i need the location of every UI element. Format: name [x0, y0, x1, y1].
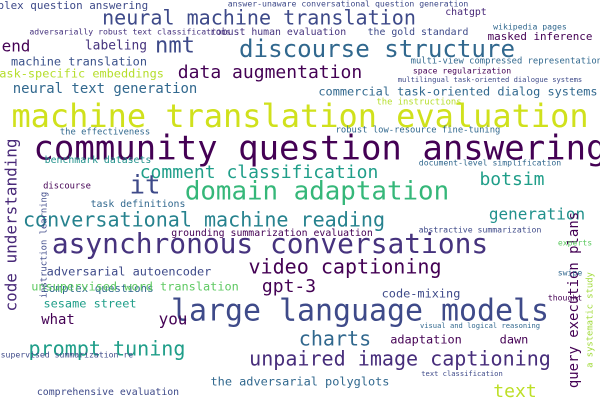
- word: machine translation evaluation: [11, 97, 588, 135]
- word: generation: [489, 205, 585, 224]
- word: multi-view compressed representations: [411, 57, 600, 67]
- word: gpt-3: [262, 276, 316, 297]
- word: code understanding: [2, 138, 21, 311]
- word: query execution plans: [566, 212, 582, 388]
- word: conversational machine reading: [23, 208, 385, 232]
- word: adversarially robust text classification…: [29, 27, 230, 37]
- word: instruction learning: [40, 192, 50, 298]
- word: comprehensive evaluation: [37, 387, 179, 398]
- word: code-mixing: [382, 287, 461, 301]
- word: commercial task-oriented dialog systems: [318, 85, 597, 99]
- word: botsim: [479, 169, 544, 190]
- word: what: [41, 312, 75, 328]
- word: chatgpt: [445, 7, 487, 18]
- word: robust human evaluation: [210, 27, 346, 38]
- word: asynchronous conversations: [52, 227, 488, 260]
- word: robust low-resource fine-tuning: [336, 126, 501, 136]
- word: comment classification: [140, 162, 379, 183]
- word: prompt tuning: [29, 337, 186, 361]
- word: adversarial autoencoder: [47, 265, 212, 279]
- word: sesame street: [43, 297, 136, 311]
- word: discourse structure: [239, 35, 515, 63]
- word: complex questions: [42, 282, 153, 295]
- word: machine translation: [11, 55, 147, 69]
- word: unsupervised summarization re: [0, 350, 133, 360]
- word: end: [2, 37, 31, 56]
- word: neural machine translation: [102, 6, 416, 30]
- word: document-level simplification: [419, 158, 561, 168]
- word: charts: [299, 327, 371, 351]
- word: benchmark datasets: [45, 155, 152, 166]
- word: abstractive summarization: [419, 225, 542, 235]
- word: neural text generation: [13, 81, 198, 97]
- word: discourse: [43, 182, 91, 192]
- word: swipe: [558, 268, 583, 278]
- word: masked inference: [488, 30, 593, 43]
- word: text: [493, 381, 536, 400]
- word: it: [129, 171, 160, 201]
- word: grounding summarization evaluation: [171, 228, 373, 239]
- word: answer-unaware conversational question g…: [228, 0, 469, 9]
- word: task definitions: [91, 199, 186, 210]
- word: task-specific embeddings: [0, 67, 164, 81]
- word: nmt: [155, 33, 195, 59]
- word: unpaired image captioning: [249, 347, 551, 371]
- word: complex question answering: [0, 0, 148, 12]
- word: space regularization: [413, 66, 511, 76]
- word: experts: [558, 238, 592, 248]
- word: data augmentation: [178, 62, 362, 83]
- word: adaptation: [390, 333, 462, 347]
- word: you: [159, 310, 188, 329]
- word: the effectiveness: [60, 128, 150, 138]
- word: the instructions: [376, 98, 461, 108]
- word: text classification: [421, 369, 503, 378]
- word: dawn: [500, 333, 529, 347]
- word: labeling: [85, 39, 147, 54]
- word: video captioning: [248, 255, 441, 279]
- word: visual and logical reasoning: [420, 321, 540, 330]
- word: thought: [548, 293, 582, 303]
- word: domain adaptation: [185, 177, 449, 207]
- word: a systematic study: [586, 272, 596, 368]
- word: the gold standard: [368, 27, 469, 38]
- word: wikipedia pages: [493, 22, 567, 32]
- word: the adversarial polyglots: [211, 375, 390, 389]
- word: unsupervised word translation: [31, 280, 239, 294]
- word: large language models: [171, 294, 549, 329]
- word: community question answering: [33, 129, 600, 169]
- word: multilingual task-oriented dialogue syst…: [398, 75, 582, 84]
